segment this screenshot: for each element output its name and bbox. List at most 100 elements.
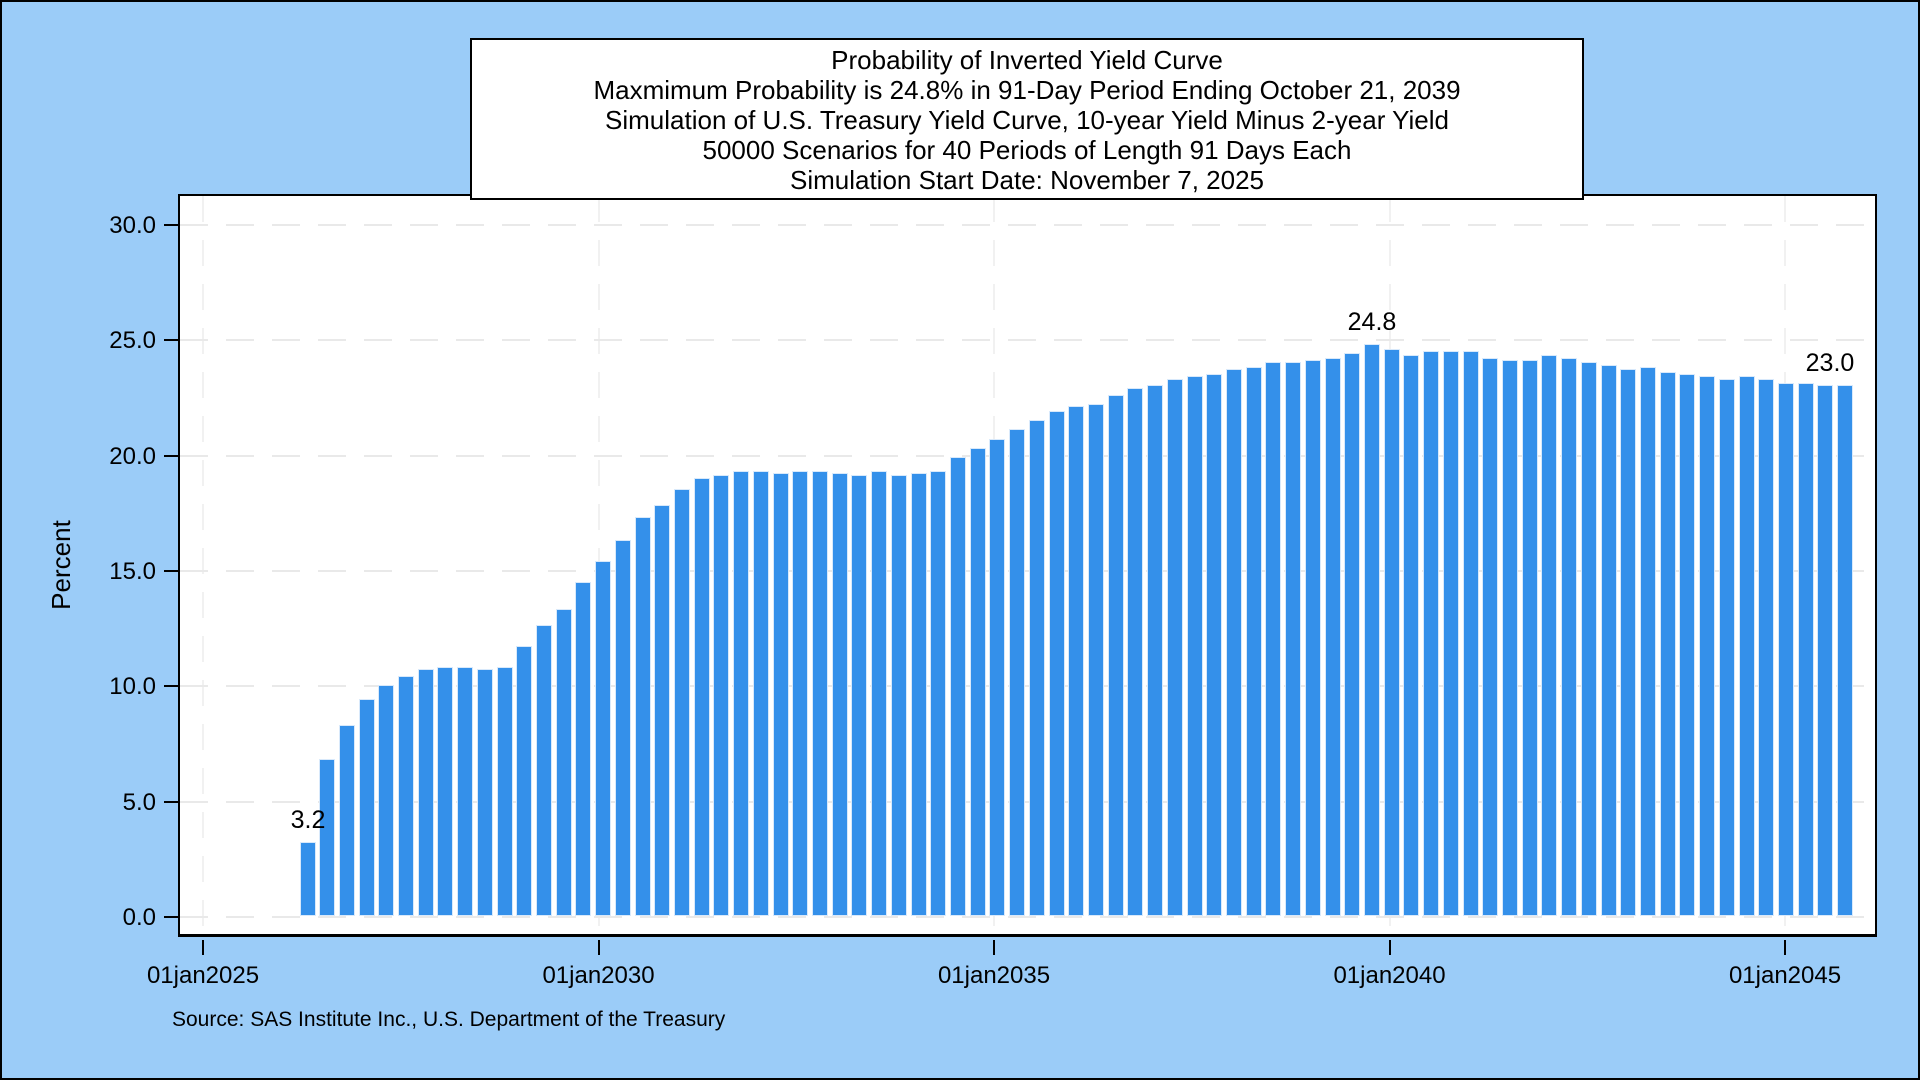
bar (319, 759, 335, 916)
bar (378, 685, 394, 916)
y-grid-line (180, 223, 1875, 226)
y-grid-line (180, 685, 1875, 688)
title-line: Probability of Inverted Yield Curve (831, 45, 1223, 75)
y-tick-mark (164, 685, 178, 688)
bar (1108, 395, 1124, 916)
y-tick-mark (164, 569, 178, 572)
bar (1601, 365, 1617, 916)
y-tick-mark (164, 454, 178, 457)
bar (1561, 358, 1577, 916)
bar (1325, 358, 1341, 916)
title-line: Simulation Start Date: November 7, 2025 (789, 165, 1265, 195)
y-grid-line (180, 569, 1875, 572)
x-tick-label: 01jan2025 (146, 962, 260, 989)
bar (989, 439, 1005, 916)
bar-value-label: 24.8 (1347, 307, 1397, 336)
bar (1423, 351, 1439, 916)
bar (1226, 369, 1242, 916)
bar-value-label: 23.0 (1805, 349, 1855, 378)
bar (1265, 362, 1281, 916)
bar (1009, 429, 1025, 916)
bar (359, 699, 375, 916)
y-tick-label: 20.0 (109, 442, 156, 470)
y-grid-line (180, 454, 1875, 457)
bar (1147, 385, 1163, 916)
y-tick-label: 5.0 (122, 788, 156, 816)
x-tick-mark (202, 940, 204, 955)
y-tick-label: 0.0 (122, 904, 156, 931)
bar (1305, 360, 1321, 916)
bar (1502, 360, 1518, 916)
bar (1029, 420, 1045, 916)
bar (1364, 344, 1380, 916)
bar (398, 676, 414, 916)
y-tick-label: 30.0 (109, 211, 156, 239)
bar (339, 725, 355, 916)
y-tick-label: 10.0 (109, 673, 156, 701)
bar (477, 669, 493, 916)
bar (457, 667, 473, 916)
bar (536, 625, 552, 916)
y-tick-mark (164, 223, 178, 226)
bar (1068, 406, 1084, 916)
bar (575, 582, 591, 916)
bar (792, 471, 808, 916)
x-tick-label: 01jan2035 (937, 962, 1051, 989)
bar (1620, 369, 1636, 916)
bar (950, 457, 966, 916)
bar (1699, 376, 1715, 916)
bar (1285, 362, 1301, 916)
bar (1719, 379, 1735, 916)
bar (1167, 379, 1183, 916)
bar (1187, 376, 1203, 916)
y-grid-line (180, 339, 1875, 342)
bar (812, 471, 828, 916)
bar (1088, 404, 1104, 916)
bar (1246, 367, 1262, 916)
title-box: Probability of Inverted Yield Curve Maxmi… (470, 38, 1584, 200)
y-tick-mark (164, 339, 178, 342)
bar (1384, 349, 1400, 916)
bar (694, 478, 710, 916)
bar (1522, 360, 1538, 916)
bar (595, 561, 611, 916)
bar (832, 473, 848, 916)
bar (733, 471, 749, 916)
title-line: Simulation of U.S. Treasury Yield Curve,… (605, 105, 1449, 135)
bar (1640, 367, 1656, 916)
bar (1541, 355, 1557, 916)
bar (713, 475, 729, 916)
bar (753, 471, 769, 916)
bar (1206, 374, 1222, 916)
bar (1660, 372, 1676, 916)
x-tick-label: 01jan2040 (1333, 962, 1446, 989)
bar-value-label: 3.2 (290, 806, 326, 835)
bar (654, 505, 670, 916)
bar (497, 667, 513, 916)
bar (930, 471, 946, 916)
bar (851, 475, 867, 916)
bar (437, 667, 453, 916)
bar (773, 473, 789, 916)
bar (1817, 385, 1833, 916)
source-footnote: Source: SAS Institute Inc., U.S. Departm… (172, 1008, 726, 1031)
x-grid-line (202, 196, 204, 935)
bar (970, 448, 986, 916)
bar (1127, 388, 1143, 916)
bar (1482, 358, 1498, 916)
bar (1443, 351, 1459, 916)
bar (674, 489, 690, 916)
bar (300, 842, 316, 916)
title-line: Maxmimum Probability is 24.8% in 91-Day … (593, 75, 1461, 105)
x-tick-label: 01jan2030 (542, 962, 655, 989)
bar (615, 540, 631, 916)
bar (911, 473, 927, 916)
y-grid-line (180, 916, 1875, 918)
bar (871, 471, 887, 916)
bar (1798, 383, 1814, 916)
bar (556, 609, 572, 916)
bar (635, 517, 651, 916)
x-tick-label: 01jan2045 (1728, 962, 1842, 989)
bar (418, 669, 434, 916)
